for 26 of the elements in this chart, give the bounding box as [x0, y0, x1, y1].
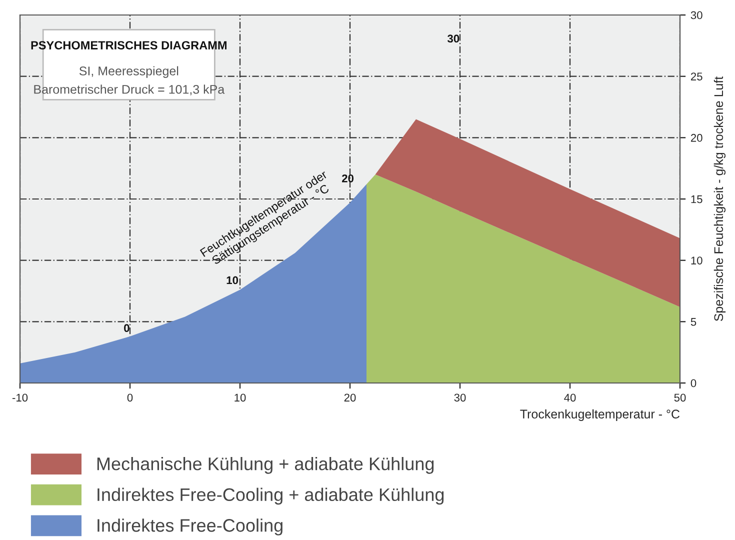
- x-tick-label: 10: [234, 394, 246, 402]
- x-tick-label: 30: [454, 394, 466, 402]
- legend-label: Indirektes Free-Cooling + adiabate Kühlung: [98, 488, 444, 505]
- x-tick-label: -10: [12, 394, 28, 402]
- annotation: Barometrischer Druck = 101,3 kPa: [34, 84, 225, 96]
- y-tick-label: 20: [690, 134, 702, 142]
- y-tick-label: 5: [690, 318, 696, 326]
- y-tick-label: 0: [690, 379, 696, 388]
- x-tick-label: 20: [344, 394, 356, 402]
- x-tick-label: 50: [674, 394, 686, 402]
- annotation: 0: [124, 324, 130, 332]
- y-tick-label: 30: [690, 11, 702, 20]
- legend-label: Indirektes Free-Cooling: [98, 518, 282, 536]
- legend-label: Mechanische Kühlung + adiabate Kühlung: [97, 456, 434, 474]
- annotation: 10: [226, 276, 238, 284]
- y-tick-label: 10: [691, 256, 702, 264]
- text: PSYCHOMETRISCHES DIAGRAMM: [31, 41, 226, 50]
- text: SI, Meeresspiegel: [79, 66, 178, 78]
- y-tick-label: 15: [691, 195, 702, 204]
- x-axis-title: Trockenkugeltemperatur - °C: [520, 409, 680, 421]
- x-tick-label: 0: [127, 394, 133, 402]
- annotation: 30: [447, 34, 460, 43]
- y-tick-label: 25: [690, 72, 702, 80]
- x-tick-label: 40: [564, 394, 576, 402]
- annotation: 20: [342, 174, 354, 182]
- y-axis-title: Spezifische Feuchtigkeit - g/kg trockene Luft: [714, 76, 726, 322]
